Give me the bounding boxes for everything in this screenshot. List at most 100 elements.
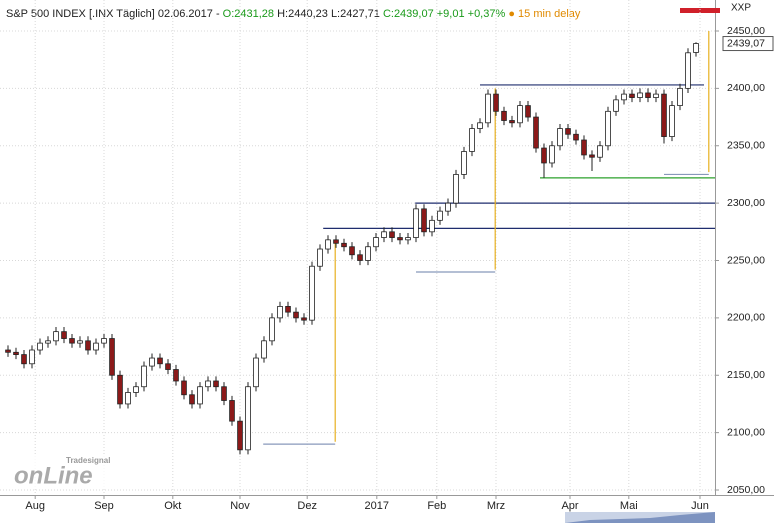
candle-body: [445, 202, 451, 212]
navigator: [565, 512, 715, 523]
candle-body: [325, 239, 331, 250]
candle-body: [245, 386, 251, 451]
header-delay: 15 min delay: [518, 8, 581, 20]
candle-body: [317, 248, 323, 267]
candle-body: [269, 317, 275, 342]
candle-body: [493, 93, 499, 112]
candle-body: [469, 128, 475, 152]
y-tick-label: 2300,00: [727, 197, 765, 209]
candle-body: [621, 93, 627, 101]
candle-body: [277, 305, 283, 319]
x-tick-label: Aug: [25, 500, 45, 512]
candle-body: [365, 246, 371, 261]
candle-body: [253, 357, 259, 388]
candle-body: [21, 354, 27, 365]
candle-body: [557, 128, 563, 147]
x-tick-label: Dez: [297, 500, 317, 512]
candle-body: [549, 145, 555, 164]
candle-body: [157, 357, 163, 365]
x-tick-label: Okt: [164, 500, 181, 512]
navigator-area: [565, 512, 715, 523]
candle-body: [645, 92, 651, 98]
header: S&P 500 INDEX [.INX Täglich] 02.06.2017 …: [6, 8, 581, 20]
candle-body: [197, 386, 203, 405]
candle-body: [45, 340, 51, 344]
candle-body: [285, 305, 291, 313]
candle-body: [53, 331, 59, 342]
candle-body: [429, 219, 435, 233]
x-tick-label: Apr: [561, 500, 578, 512]
candle-body: [637, 92, 643, 98]
candle-body: [517, 105, 523, 124]
y-tick-label: 2200,00: [727, 312, 765, 324]
candle-body: [461, 151, 467, 175]
candle-body: [237, 420, 243, 451]
symbol-marker: [680, 8, 720, 13]
candle-body: [381, 231, 387, 238]
header-open: O:2431,28: [223, 8, 274, 20]
candle-body: [29, 349, 35, 365]
candle-body: [109, 338, 115, 376]
x-tick-label: Mrz: [487, 500, 505, 512]
candle-body: [541, 147, 547, 164]
candle-body: [77, 340, 83, 344]
y-tick-label: 2450,00: [727, 25, 765, 37]
candle-body: [477, 122, 483, 129]
candle-body: [37, 342, 43, 351]
candle-body: [525, 105, 531, 118]
x-tick-label: 2017: [365, 500, 389, 512]
logo-box: [12, 455, 112, 489]
x-tick-label: Feb: [427, 500, 446, 512]
candle-body: [61, 331, 67, 339]
candle-body: [341, 242, 347, 248]
candle-body: [309, 265, 315, 321]
header-name: S&P 500 INDEX [.INX Täglich] 02.06.2017 …: [6, 8, 220, 20]
candle-body: [189, 394, 195, 405]
x-tick-label: Mai: [620, 500, 638, 512]
candle-body: [565, 128, 571, 135]
candle-body: [509, 120, 515, 124]
logo-small: Tradesignal: [66, 456, 110, 465]
y-tick-label: 2150,00: [727, 369, 765, 381]
logo-big: onLine: [14, 462, 93, 489]
candle-body: [357, 254, 363, 261]
candle-body: [221, 386, 227, 401]
candle-body: [133, 386, 139, 393]
candle-body: [349, 246, 355, 256]
candle-body: [85, 340, 91, 351]
candle-body: [669, 105, 675, 137]
candle-body: [213, 380, 219, 388]
y-tick-label: 2100,00: [727, 426, 765, 438]
candle-body: [629, 93, 635, 98]
candle-body: [653, 93, 659, 98]
candle-body: [453, 174, 459, 204]
candle-body: [141, 365, 147, 388]
last-price-box: [722, 36, 774, 52]
candle-body: [261, 340, 267, 359]
candle-body: [117, 374, 123, 405]
candle-body: [485, 93, 491, 124]
candle-body: [13, 351, 19, 355]
candle-body: [405, 237, 411, 241]
y-tick-label: 2400,00: [727, 82, 765, 94]
candle-body: [301, 317, 307, 321]
candle-body: [693, 43, 699, 53]
candle-body: [533, 116, 539, 149]
candle-body: [181, 380, 187, 396]
candle-body: [101, 338, 107, 344]
y-tick-label: 2350,00: [727, 140, 765, 152]
x-tick-label: Sep: [94, 500, 114, 512]
header-close: C:2439,07 +9,01 +0,37%: [383, 8, 506, 20]
candle-body: [389, 231, 395, 238]
y-tick-label: 2050,00: [727, 484, 765, 496]
candle-body: [229, 400, 235, 422]
candle-body: [333, 239, 339, 244]
candle-body: [373, 237, 379, 248]
candle-body: [573, 133, 579, 141]
candle-body: [5, 349, 11, 353]
header-low: L:2427,71: [331, 8, 380, 20]
delay-dot: ●: [508, 8, 515, 20]
candle-body: [397, 237, 403, 241]
header-high: H:2440,23: [277, 8, 328, 20]
